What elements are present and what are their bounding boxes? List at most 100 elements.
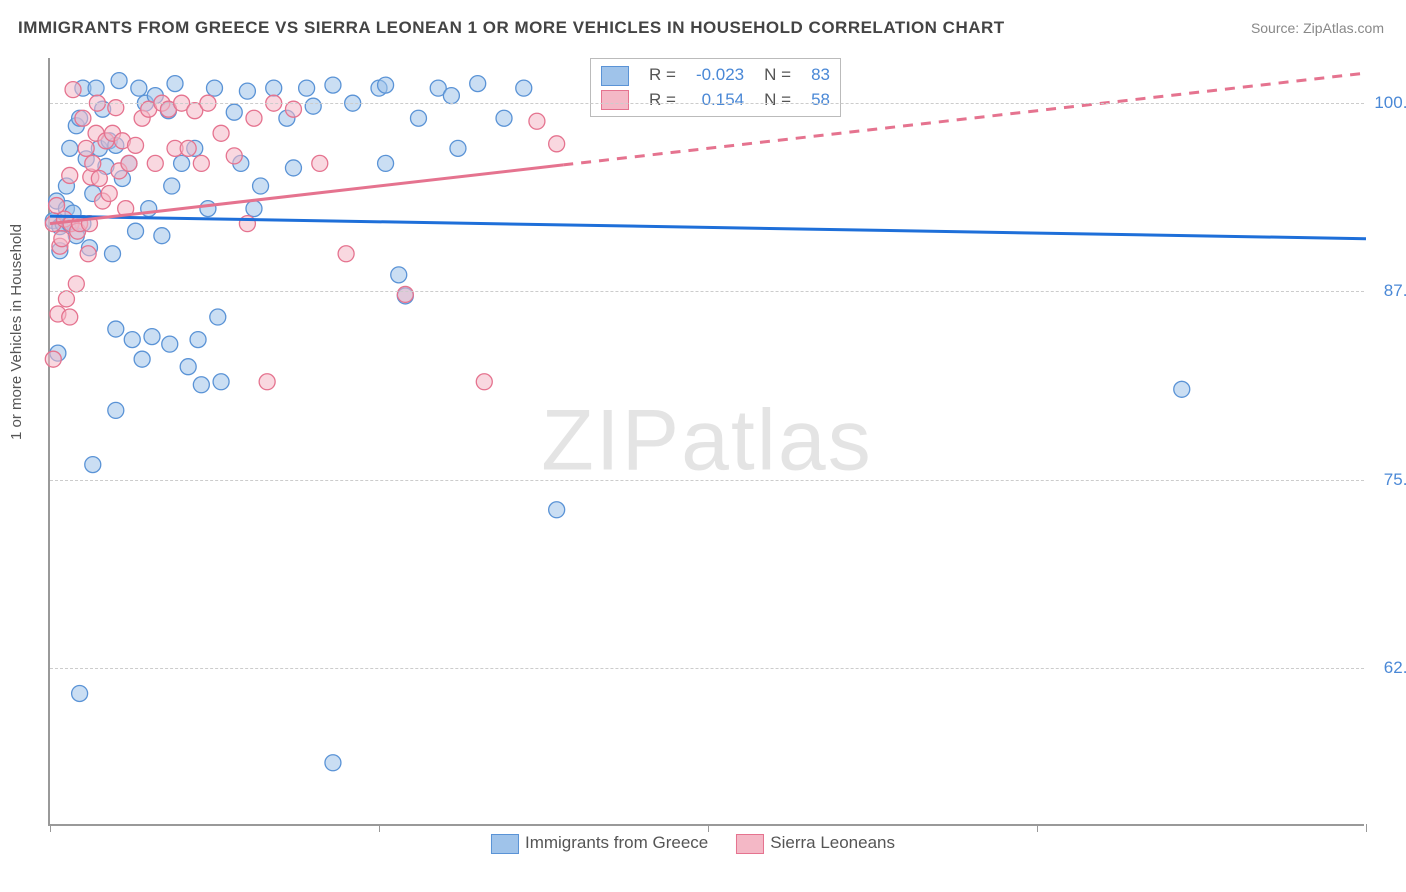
data-point (131, 80, 147, 96)
r-label: R = (639, 63, 686, 88)
data-point (85, 457, 101, 473)
data-point (325, 755, 341, 771)
data-point (134, 351, 150, 367)
data-point (549, 502, 565, 518)
legend-item: Immigrants from Greece (491, 833, 708, 852)
n-label: N = (754, 63, 801, 88)
data-point (85, 155, 101, 171)
legend-row: R =0.154N =58 (591, 88, 840, 113)
data-point (144, 329, 160, 345)
y-axis-label: 1 or more Vehicles in Household (8, 224, 25, 440)
data-point (193, 377, 209, 393)
data-point (174, 155, 190, 171)
data-point (62, 140, 78, 156)
gridline (50, 668, 1364, 669)
x-tick-mark (1037, 824, 1038, 832)
data-point (226, 104, 242, 120)
n-label: N = (754, 88, 801, 113)
data-point (124, 332, 140, 348)
x-tick-mark (50, 824, 51, 832)
data-point (450, 140, 466, 156)
legend-row: R =-0.023N =83 (591, 63, 840, 88)
y-tick-label: 75.0% (1384, 470, 1406, 490)
data-point (78, 140, 94, 156)
data-point (207, 80, 223, 96)
x-tick-mark (379, 824, 380, 832)
legend-swatch (601, 66, 629, 86)
y-tick-label: 62.5% (1384, 658, 1406, 678)
correlation-table: R =-0.023N =83R =0.154N =58 (591, 63, 840, 112)
data-point (496, 110, 512, 126)
data-point (210, 309, 226, 325)
series-legend: Immigrants from Greece Sierra Leoneans (491, 833, 923, 854)
data-point (121, 155, 137, 171)
data-point (147, 155, 163, 171)
gridline (50, 103, 1364, 104)
data-point (108, 321, 124, 337)
data-point (285, 160, 301, 176)
y-tick-label: 100.0% (1374, 93, 1406, 113)
data-point (164, 178, 180, 194)
data-point (470, 76, 486, 92)
data-point (65, 82, 81, 98)
data-point (58, 291, 74, 307)
data-point (378, 155, 394, 171)
data-point (397, 286, 413, 302)
data-point (180, 140, 196, 156)
data-point (128, 223, 144, 239)
data-point (180, 359, 196, 375)
data-point (62, 167, 78, 183)
data-point (549, 136, 565, 152)
data-point (62, 309, 78, 325)
data-point (68, 276, 84, 292)
data-point (105, 246, 121, 262)
data-point (226, 148, 242, 164)
data-point (325, 77, 341, 93)
legend-item: Sierra Leoneans (736, 833, 895, 852)
data-point (72, 685, 88, 701)
data-point (91, 170, 107, 186)
x-tick-mark (1366, 824, 1367, 832)
data-point (378, 77, 394, 93)
legend-swatch (491, 834, 519, 854)
gridline (50, 480, 1364, 481)
data-point (88, 80, 104, 96)
chart-container: IMMIGRANTS FROM GREECE VS SIERRA LEONEAN… (0, 0, 1406, 892)
gridline (50, 291, 1364, 292)
data-point (266, 80, 282, 96)
data-point (167, 76, 183, 92)
legend-swatch (736, 834, 764, 854)
data-point (190, 332, 206, 348)
data-point (246, 201, 262, 217)
correlation-legend: R =-0.023N =83R =0.154N =58 (590, 58, 841, 117)
y-tick-label: 87.5% (1384, 281, 1406, 301)
data-point (516, 80, 532, 96)
data-point (162, 336, 178, 352)
data-point (128, 137, 144, 153)
data-point (246, 110, 262, 126)
n-value: 58 (801, 88, 840, 113)
data-point (54, 231, 70, 247)
data-point (213, 374, 229, 390)
source-label: Source: ZipAtlas.com (1251, 20, 1384, 36)
r-value: 0.154 (686, 88, 754, 113)
data-point (476, 374, 492, 390)
data-point (299, 80, 315, 96)
x-tick-mark (708, 824, 709, 832)
data-point (200, 201, 216, 217)
data-point (410, 110, 426, 126)
data-point (101, 186, 117, 202)
data-point (443, 88, 459, 104)
r-label: R = (639, 88, 686, 113)
data-point (1174, 381, 1190, 397)
data-point (259, 374, 275, 390)
data-point (80, 246, 96, 262)
data-point (75, 110, 91, 126)
data-point (154, 228, 170, 244)
legend-swatch (601, 90, 629, 110)
data-point (111, 73, 127, 89)
data-point (391, 267, 407, 283)
data-point (108, 100, 124, 116)
data-point (45, 351, 61, 367)
data-point (312, 155, 328, 171)
